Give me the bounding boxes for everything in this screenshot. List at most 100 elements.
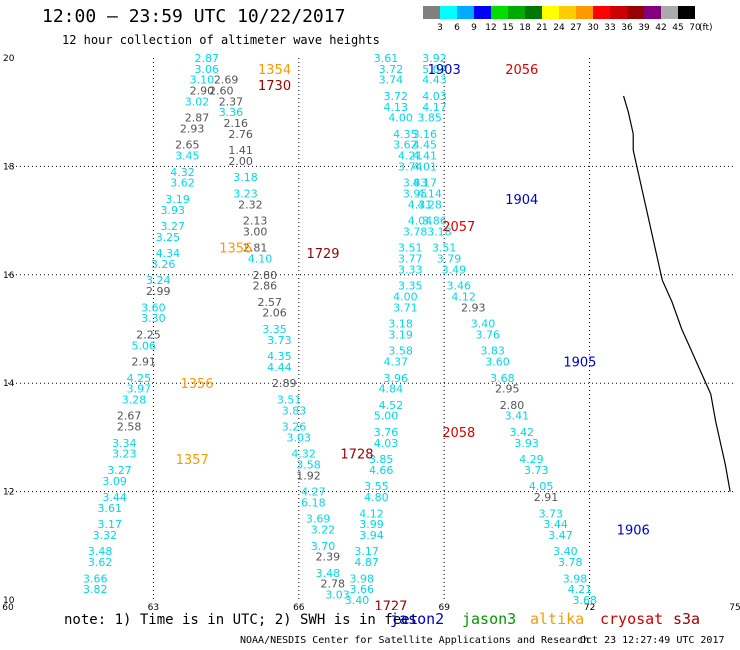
x-tick-label: 69 bbox=[438, 603, 450, 610]
wave-height-value: 4.35 bbox=[267, 350, 292, 363]
wave-height-value: 3.17 bbox=[98, 518, 123, 531]
coastline bbox=[622, 95, 731, 492]
wave-height-value: 3.51 bbox=[398, 242, 423, 255]
wave-height-value: 3.55 bbox=[364, 480, 389, 493]
pass-time-label: 1905 bbox=[563, 356, 596, 371]
y-tick-label: 10 bbox=[3, 596, 15, 606]
color-scale-label: 42 bbox=[655, 23, 667, 33]
generated-timestamp: Oct 23 12:27:49 UTC 2017 bbox=[580, 635, 725, 646]
color-scale-label: 3 bbox=[437, 23, 443, 33]
color-swatch-15 bbox=[491, 6, 508, 19]
wave-height-value: 3.42 bbox=[509, 426, 534, 439]
legend-jason3: jason3 bbox=[462, 610, 517, 628]
wave-height-value: 2.91 bbox=[131, 356, 156, 369]
color-scale-label: 9 bbox=[471, 23, 477, 33]
wave-height-value: 4.34 bbox=[156, 247, 181, 260]
footer-note: note: 1) Time is in UTC; 2) SWH is in fe… bbox=[64, 612, 419, 628]
wave-height-value: 4.01 bbox=[413, 160, 438, 173]
wave-height-value: 3.34 bbox=[112, 437, 137, 450]
wave-height-value: 2.80 bbox=[500, 399, 525, 412]
wave-height-value: 3.27 bbox=[161, 220, 186, 233]
wave-height-value: 3.00 bbox=[243, 225, 268, 238]
wave-height-value: 3.85 bbox=[417, 112, 442, 125]
wave-height-value: 3.73 bbox=[539, 507, 564, 520]
color-scale-label: 6 bbox=[454, 23, 460, 33]
wave-height-value: 3.18 bbox=[233, 171, 258, 184]
wave-height-value: 2.65 bbox=[175, 139, 200, 152]
pass-time-label: 1730 bbox=[258, 79, 291, 94]
wave-height-value: 5.00 bbox=[374, 410, 399, 423]
wave-height-value: 3.99 bbox=[359, 518, 384, 531]
wave-height-value: 4.28 bbox=[417, 198, 442, 211]
wave-height-value: 3.73 bbox=[267, 334, 292, 347]
legend-s3a: s3a bbox=[673, 610, 701, 628]
wave-height-value: 3.71 bbox=[393, 301, 418, 314]
wave-height-value: 3.72 bbox=[383, 90, 408, 103]
wave-height-value: 3.40 bbox=[345, 594, 370, 607]
x-tick-label: 75 bbox=[729, 603, 740, 610]
wave-height-value: 3.98 bbox=[350, 572, 375, 585]
wave-height-value: 2.87 bbox=[185, 112, 210, 125]
wave-height-value: 4.41 bbox=[413, 150, 438, 163]
wave-height-value: 3.72 bbox=[379, 63, 404, 76]
wave-height-value: 3.86 bbox=[422, 215, 447, 228]
wave-height-value: 3.23 bbox=[233, 188, 258, 201]
color-scale-label: 12 bbox=[485, 23, 497, 33]
x-tick-label: 72 bbox=[584, 603, 595, 610]
color-scale-label: 33 bbox=[604, 23, 616, 33]
wave-height-value: 3.36 bbox=[219, 106, 244, 119]
wave-height-value: 4.00 bbox=[393, 290, 418, 303]
wave-height-value: 4.44 bbox=[267, 361, 292, 374]
wave-height-value: 3.73 bbox=[524, 464, 549, 477]
wave-height-value: 3.26 bbox=[151, 258, 176, 271]
wave-height-value: 3.30 bbox=[141, 312, 166, 325]
wave-height-map: 60 63 66 69 72 751012141618203.823.663.623.48… bbox=[2, 52, 740, 610]
wave-height-value: 3.60 bbox=[485, 356, 510, 369]
wave-height-value: 3.24 bbox=[146, 274, 171, 287]
wave-height-value: 4.43 bbox=[422, 74, 447, 87]
color-swatch-12 bbox=[474, 6, 491, 19]
wave-height-value: 3.60 bbox=[141, 301, 166, 314]
wave-height-value: 2.00 bbox=[228, 155, 253, 168]
color-swatch-9 bbox=[457, 6, 474, 19]
color-swatch-6 bbox=[440, 6, 457, 19]
wave-height-value: 4.13 bbox=[383, 101, 408, 114]
wave-height-value: 3.47 bbox=[548, 529, 573, 542]
wave-height-value: 3.58 bbox=[388, 345, 413, 358]
pass-time-label: 1356 bbox=[180, 377, 213, 392]
wave-height-value: 4.00 bbox=[388, 112, 413, 125]
wave-height-value: 3.35 bbox=[398, 280, 423, 293]
wave-height-value: 3.62 bbox=[393, 139, 418, 152]
x-tick-label: 63 bbox=[148, 603, 159, 610]
color-swatch-27 bbox=[559, 6, 576, 19]
wave-height-value: 3.26 bbox=[282, 421, 307, 434]
wave-height-value: 5.06 bbox=[131, 339, 156, 352]
wave-height-value: 3.17 bbox=[354, 545, 379, 558]
wave-height-value: 3.48 bbox=[88, 545, 113, 558]
wave-height-value: 4.03 bbox=[374, 437, 399, 450]
wave-height-value: 4.03 bbox=[422, 90, 447, 103]
wave-height-value: 3.32 bbox=[93, 529, 118, 542]
wave-height-value: 3.19 bbox=[165, 193, 190, 206]
wave-height-value: 3.61 bbox=[374, 52, 399, 65]
wave-height-value: 3.41 bbox=[505, 410, 530, 423]
wave-height-value: 3.62 bbox=[88, 556, 113, 569]
color-scale-label: 24 bbox=[553, 23, 565, 33]
wave-height-value: 4.14 bbox=[417, 188, 442, 201]
wave-height-value: 2.93 bbox=[180, 122, 205, 135]
color-swatch-30 bbox=[576, 6, 593, 19]
wave-height-value: 4.84 bbox=[379, 383, 404, 396]
wave-height-value: 3.51 bbox=[277, 393, 302, 406]
wave-height-value: 3.18 bbox=[427, 225, 452, 238]
wave-height-value: 5.07 bbox=[422, 63, 447, 76]
pass-time-label: 1354 bbox=[258, 63, 291, 78]
wave-height-value: 3.83 bbox=[403, 177, 428, 190]
wave-height-value: 2.86 bbox=[253, 280, 278, 293]
color-scale-label: 18 bbox=[519, 23, 531, 33]
wave-height-value: 4.35 bbox=[393, 128, 418, 141]
wave-height-value: 3.58 bbox=[296, 459, 321, 472]
color-scale-label: 27 bbox=[570, 23, 582, 33]
wave-height-value: 3.85 bbox=[369, 453, 394, 466]
wave-height-value: 3.23 bbox=[112, 448, 137, 461]
wave-height-value: 3.66 bbox=[83, 572, 108, 585]
